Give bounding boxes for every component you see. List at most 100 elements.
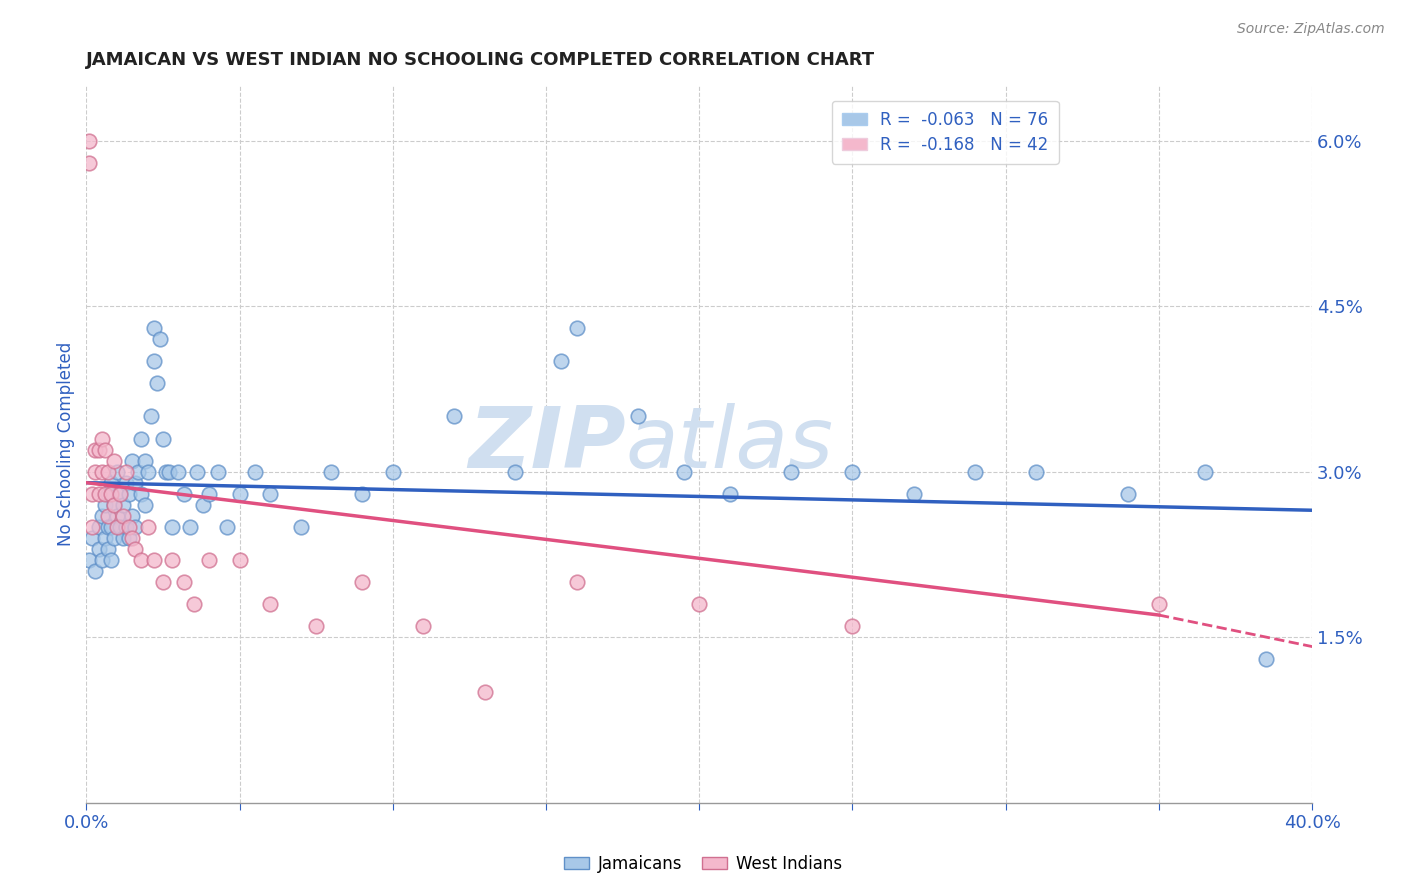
Point: [118, 520, 141, 534]
Point: [124, 475, 146, 490]
Point: [841, 465, 863, 479]
Point: [352, 486, 374, 500]
Point: [1116, 486, 1139, 500]
Point: [134, 453, 156, 467]
Point: [305, 619, 328, 633]
Point: [672, 465, 695, 479]
Point: [160, 553, 183, 567]
Point: [259, 486, 281, 500]
Point: [115, 475, 138, 490]
Point: [173, 574, 195, 589]
Point: [97, 508, 120, 523]
Point: [1025, 465, 1047, 479]
Point: [412, 619, 434, 633]
Point: [688, 597, 710, 611]
Point: [97, 541, 120, 556]
Point: [179, 520, 201, 534]
Point: [160, 520, 183, 534]
Point: [79, 134, 101, 148]
Point: [259, 597, 281, 611]
Point: [84, 442, 107, 457]
Point: [131, 486, 153, 500]
Point: [118, 531, 141, 545]
Point: [718, 486, 741, 500]
Point: [155, 465, 177, 479]
Point: [173, 486, 195, 500]
Point: [100, 553, 122, 567]
Text: JAMAICAN VS WEST INDIAN NO SCHOOLING COMPLETED CORRELATION CHART: JAMAICAN VS WEST INDIAN NO SCHOOLING COM…: [86, 51, 876, 69]
Point: [84, 564, 107, 578]
Text: Source: ZipAtlas.com: Source: ZipAtlas.com: [1237, 22, 1385, 37]
Point: [100, 486, 122, 500]
Point: [186, 465, 208, 479]
Point: [149, 332, 172, 346]
Point: [121, 508, 143, 523]
Point: [780, 465, 803, 479]
Point: [108, 486, 131, 500]
Point: [79, 155, 101, 169]
Point: [191, 498, 214, 512]
Point: [100, 475, 122, 490]
Point: [167, 465, 190, 479]
Point: [127, 465, 149, 479]
Point: [112, 531, 135, 545]
Point: [87, 486, 110, 500]
Point: [103, 531, 125, 545]
Point: [84, 465, 107, 479]
Point: [136, 465, 159, 479]
Point: [87, 520, 110, 534]
Point: [207, 465, 229, 479]
Point: [108, 520, 131, 534]
Point: [550, 354, 572, 368]
Point: [131, 553, 153, 567]
Point: [505, 465, 527, 479]
Point: [183, 597, 205, 611]
Point: [100, 520, 122, 534]
Point: [142, 553, 165, 567]
Point: [136, 520, 159, 534]
Point: [381, 465, 404, 479]
Point: [112, 508, 135, 523]
Point: [1256, 652, 1278, 666]
Point: [474, 685, 496, 699]
Point: [198, 553, 221, 567]
Point: [82, 486, 104, 500]
Point: [134, 498, 156, 512]
Point: [105, 520, 128, 534]
Point: [90, 432, 112, 446]
Point: [228, 553, 250, 567]
Point: [87, 442, 110, 457]
Point: [90, 465, 112, 479]
Point: [93, 486, 115, 500]
Point: [121, 531, 143, 545]
Point: [217, 520, 239, 534]
Point: [903, 486, 925, 500]
Point: [198, 486, 221, 500]
Point: [118, 486, 141, 500]
Point: [121, 453, 143, 467]
Point: [142, 354, 165, 368]
Point: [321, 465, 343, 479]
Point: [93, 442, 115, 457]
Point: [103, 498, 125, 512]
Point: [124, 520, 146, 534]
Point: [152, 432, 174, 446]
Point: [146, 376, 169, 391]
Point: [352, 574, 374, 589]
Point: [963, 465, 986, 479]
Text: atlas: atlas: [626, 402, 834, 485]
Point: [841, 619, 863, 633]
Point: [443, 409, 465, 424]
Point: [82, 531, 104, 545]
Point: [131, 432, 153, 446]
Point: [115, 520, 138, 534]
Point: [97, 486, 120, 500]
Point: [565, 321, 588, 335]
Point: [142, 321, 165, 335]
Legend: Jamaicans, West Indians: Jamaicans, West Indians: [558, 848, 848, 880]
Point: [90, 553, 112, 567]
Text: ZIP: ZIP: [468, 402, 626, 485]
Point: [139, 409, 162, 424]
Point: [115, 465, 138, 479]
Point: [105, 465, 128, 479]
